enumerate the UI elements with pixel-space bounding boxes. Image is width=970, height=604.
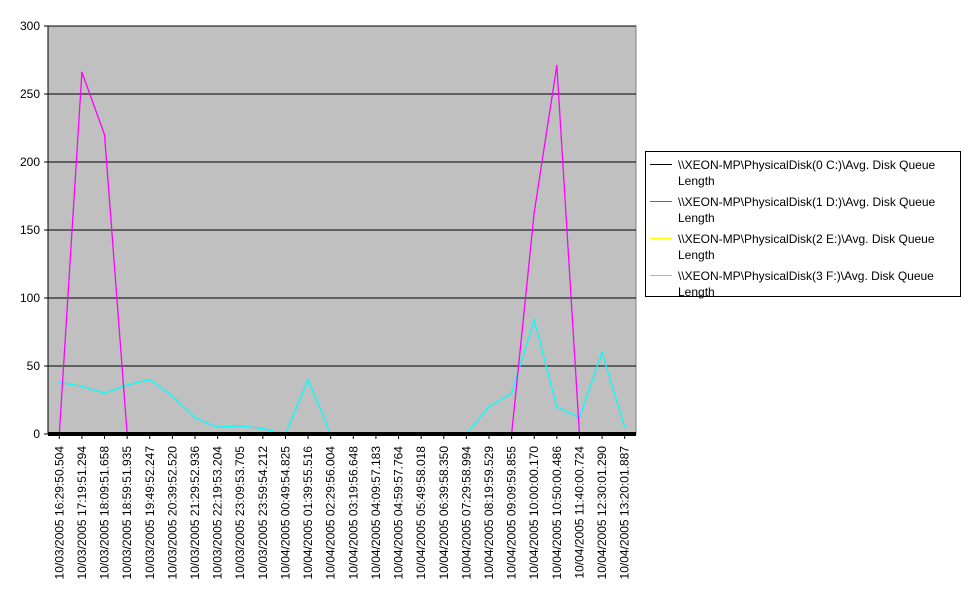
data-point [194,416,196,419]
data-point [171,395,174,397]
legend-label: \\XEON-MP\PhysicalDisk(3 F:)\Avg. Disk Q… [678,269,934,299]
legend: \\XEON-MP\PhysicalDisk(0 C:)\Avg. Disk Q… [645,151,961,299]
x-tick-label: 10/03/2005 17:19:51.294 [75,446,89,580]
y-tick-label: 200 [20,155,40,169]
data-point [216,426,219,429]
data-point [126,384,128,386]
x-tick-label: 10/04/2005 08:19:59.529 [482,446,496,580]
x-tick-label: 10/04/2005 02:29:56.004 [324,446,338,580]
data-point [103,392,106,395]
data-point [148,378,151,381]
x-tick-label: 10/04/2005 10:50:00.486 [550,446,564,580]
x-tick-label: 10/03/2005 18:59:51.935 [120,446,134,580]
legend-label: \\XEON-MP\PhysicalDisk(1 D:)\Avg. Disk Q… [678,195,936,225]
x-tick-label: 10/04/2005 10:00:00.170 [527,446,541,580]
data-point [239,425,242,427]
x-tick-label: 10/03/2005 20:39:52.520 [165,446,179,580]
y-tick-label: 0 [33,427,40,441]
x-axis: 10/03/2005 16:29:50.504 10/03/2005 17:19:… [48,432,636,580]
y-tick-label: 150 [20,223,40,237]
data-point [556,64,558,67]
legend-label: \\XEON-MP\PhysicalDisk(0 C:)\Avg. Disk Q… [678,158,936,188]
y-tick-label: 50 [27,359,41,373]
x-tick-label: 10/04/2005 13:20:01.887 [618,446,632,580]
y-tick-label: 250 [20,87,40,101]
x-tick-label: 10/03/2005 18:09:51.658 [98,446,112,580]
y-tick-label: 100 [20,291,40,305]
data-point [488,406,490,408]
data-point [81,71,83,74]
x-tick-label: 10/04/2005 11:40:00.724 [572,446,586,579]
x-tick-label: 10/04/2005 09:09:59.855 [505,446,519,580]
legend-swatch [650,201,672,202]
legend-label: \\XEON-MP\PhysicalDisk(2 E:)\Avg. Disk Q… [678,232,935,262]
data-point [58,381,61,384]
data-point [81,385,83,388]
x-tick-label: 10/04/2005 05:49:58.018 [414,446,428,580]
data-point [307,378,309,381]
x-tick-label: 10/04/2005 06:39:58.350 [437,446,451,580]
x-tick-label: 10/03/2005 19:49:52.247 [143,446,157,580]
y-axis: 0 50 100 150 200 250 300 [20,19,49,441]
data-point [103,134,106,136]
x-tick-label: 10/04/2005 00:49:54.825 [278,446,292,580]
data-point [556,406,558,408]
x-tick-label: 10/03/2005 21:29:52.936 [188,446,202,580]
legend-swatch [650,238,672,239]
data-point [533,211,536,214]
data-point [623,426,626,429]
x-tick-label: 10/03/2005 23:59:54.212 [256,446,270,580]
x-tick-label: 10/03/2005 16:29:50.504 [52,446,66,580]
legend-swatch [650,275,672,276]
x-tick-label: 10/04/2005 04:09:57.183 [369,446,383,580]
x-tick-label: 10/03/2005 22:19:53.204 [211,446,225,580]
x-tick-label: 10/04/2005 12:30:01.290 [595,446,609,580]
x-tick-label: 10/04/2005 04:59:57.764 [392,446,406,580]
data-point [533,318,536,321]
x-tick-label: 10/04/2005 01:39:55.516 [301,446,315,580]
legend-swatch [650,164,672,165]
data-point [262,427,264,430]
x-tick-label: 10/04/2005 03:19:56.648 [346,446,360,580]
gridlines [48,25,636,367]
x-tick-label: 10/03/2005 23:09:53.705 [233,446,247,580]
y-tick-label: 300 [20,19,40,33]
x-tick-label: 10/04/2005 07:29:58.994 [459,446,473,580]
data-point [601,351,603,354]
data-point [510,392,513,395]
